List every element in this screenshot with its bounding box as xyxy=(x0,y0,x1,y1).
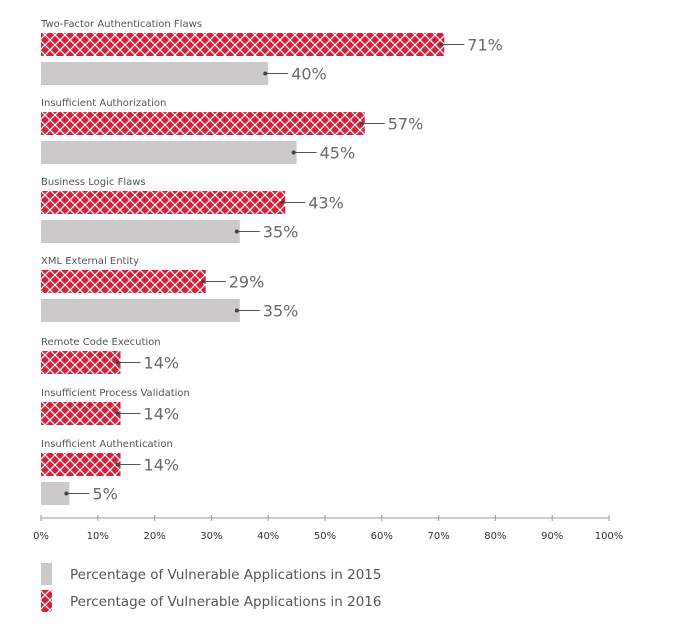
leader-dot xyxy=(64,491,69,496)
leader-dot xyxy=(280,200,285,205)
x-tick-label: 80% xyxy=(484,531,506,542)
x-tick-label: 20% xyxy=(143,531,165,542)
leader-dot xyxy=(234,308,239,313)
data-label: 71% xyxy=(467,36,503,55)
category-group: Insufficient Authentication 14% 5% xyxy=(41,439,179,505)
leader-dot xyxy=(263,71,268,76)
legend: Percentage of Vulnerable Applications in… xyxy=(41,563,381,612)
category-group: Two-Factor Authentication Flaws 71% 40% xyxy=(40,19,503,85)
leader-dot xyxy=(234,229,239,234)
data-label: 35% xyxy=(263,223,299,242)
data-label: 57% xyxy=(388,115,424,134)
data-label: 14% xyxy=(144,354,180,373)
data-label: 35% xyxy=(263,302,299,321)
category-label: Two-Factor Authentication Flaws xyxy=(40,19,202,30)
leader-dot xyxy=(115,462,120,467)
data-label: 43% xyxy=(308,194,344,213)
data-label: 5% xyxy=(92,485,117,504)
bar-2016 xyxy=(41,453,121,476)
x-tick-label: 40% xyxy=(257,531,279,542)
data-label: 45% xyxy=(320,144,356,163)
leader-dot xyxy=(200,279,205,284)
x-tick-label: 100% xyxy=(595,531,624,542)
leader-dot xyxy=(115,411,120,416)
bar-2016 xyxy=(41,191,286,214)
category-group: Business Logic Flaws 43% 35% xyxy=(41,177,344,243)
bar-2015 xyxy=(41,141,297,164)
legend-swatch-2015 xyxy=(41,563,52,585)
x-tick-label: 90% xyxy=(541,531,563,542)
bar-2016 xyxy=(41,402,121,425)
data-label: 14% xyxy=(144,456,180,475)
category-label: Business Logic Flaws xyxy=(41,177,146,188)
bar-2015 xyxy=(41,220,240,243)
bar-2016 xyxy=(41,33,445,56)
x-tick-label: 60% xyxy=(371,531,393,542)
leader-dot xyxy=(439,42,444,47)
category-group: Remote Code Execution 14% xyxy=(41,337,179,374)
x-tick-label: 70% xyxy=(427,531,449,542)
bar-2016 xyxy=(41,270,206,293)
bars-layer: Two-Factor Authentication Flaws 71% 40% Ins… xyxy=(40,19,503,505)
category-group: XML External Entity 29% 35% xyxy=(41,256,298,322)
bar-2015 xyxy=(41,482,70,505)
leader-dot xyxy=(115,360,120,365)
category-group: Insufficient Process Validation 14% xyxy=(41,388,190,425)
leader-dot xyxy=(359,121,364,126)
bar-2016 xyxy=(41,351,121,374)
data-label: 14% xyxy=(144,405,180,424)
category-label: Insufficient Authorization xyxy=(41,98,166,109)
x-tick-label: 0% xyxy=(33,531,49,542)
bar-2015 xyxy=(41,299,240,322)
category-label: XML External Entity xyxy=(41,256,139,267)
x-tick-label: 30% xyxy=(200,531,222,542)
category-label: Remote Code Execution xyxy=(41,337,161,348)
data-label: 40% xyxy=(291,65,327,84)
category-label: Insufficient Process Validation xyxy=(41,388,190,399)
x-tick-label: 10% xyxy=(87,531,109,542)
legend-label: Percentage of Vulnerable Applications in… xyxy=(70,594,381,610)
legend-label: Percentage of Vulnerable Applications in… xyxy=(70,567,381,583)
bar-2015 xyxy=(41,62,269,85)
x-tick-label: 50% xyxy=(314,531,336,542)
bar-2016 xyxy=(41,112,365,135)
category-label: Insufficient Authentication xyxy=(41,439,173,450)
data-label: 29% xyxy=(229,273,265,292)
category-group: Insufficient Authorization 57% 45% xyxy=(41,98,423,164)
x-axis: 0% 10% 20% 30% 40% 50% 60% 70% 80% 90% 100% xyxy=(33,515,623,542)
leader-dot xyxy=(291,150,296,155)
legend-swatch-2016 xyxy=(41,590,52,612)
